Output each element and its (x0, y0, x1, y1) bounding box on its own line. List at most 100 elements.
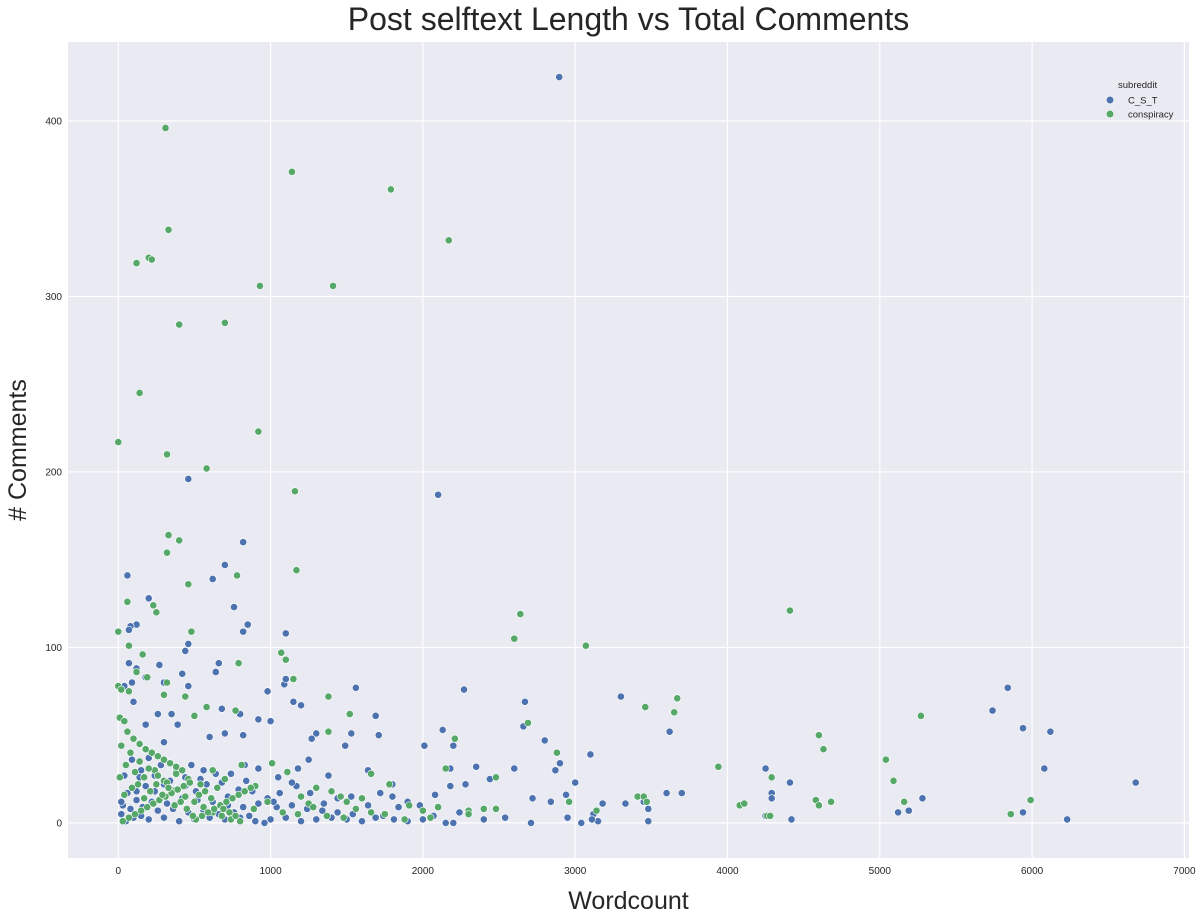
data-point (371, 813, 380, 822)
data-point (161, 124, 170, 132)
data-point (222, 797, 231, 806)
data-point (565, 797, 573, 806)
data-point (114, 627, 123, 636)
data-point (120, 790, 129, 799)
data-point (175, 320, 184, 329)
data-point (144, 764, 153, 773)
data-point (196, 780, 205, 789)
data-point (125, 813, 133, 822)
data-point (563, 813, 572, 822)
data-point (341, 741, 350, 750)
data-point (121, 761, 130, 769)
data-point (176, 797, 185, 806)
data-point (117, 810, 126, 819)
data-point (374, 731, 383, 740)
data-point (211, 668, 220, 676)
data-point (472, 762, 481, 771)
data-point (178, 669, 187, 678)
x-tick-label: 0 (115, 866, 121, 877)
data-point (231, 706, 240, 715)
x-tick-label: 4000 (716, 866, 739, 877)
data-point (208, 766, 217, 775)
data-point (220, 729, 229, 738)
data-point (281, 655, 290, 664)
data-point (336, 792, 345, 801)
data-point (201, 787, 209, 796)
data-point (132, 259, 141, 268)
data-point (556, 759, 564, 768)
data-point (662, 789, 671, 797)
data-point (220, 318, 229, 327)
data-point (135, 389, 144, 397)
data-point (164, 225, 173, 234)
data-point (347, 792, 356, 801)
data-point (155, 661, 164, 669)
data-point (153, 752, 162, 761)
data-point (371, 711, 380, 720)
data-point (327, 787, 336, 796)
data-point (213, 783, 222, 792)
data-point (163, 678, 171, 687)
data-point (195, 790, 203, 799)
data-point (388, 792, 397, 801)
data-point (588, 815, 596, 824)
data-point (562, 790, 570, 799)
data-point (390, 815, 398, 824)
data-point (231, 811, 240, 820)
data-point (185, 778, 194, 787)
data-point (149, 601, 158, 610)
data-point (144, 815, 153, 824)
data-point (172, 762, 181, 771)
data-point (140, 773, 149, 782)
data-point (128, 755, 136, 764)
data-point (220, 561, 229, 569)
data-point (367, 808, 375, 817)
data-point (1019, 808, 1027, 817)
data-point (641, 703, 650, 711)
x-axis-label: Wordcount (568, 887, 688, 915)
data-point (287, 801, 296, 810)
data-point (166, 759, 174, 768)
data-point (546, 797, 555, 806)
data-point (492, 773, 500, 782)
data-point (137, 806, 146, 815)
data-point (528, 794, 537, 803)
data-point (510, 634, 519, 643)
data-point (1019, 724, 1027, 733)
data-point (358, 817, 366, 826)
data-point (141, 745, 150, 754)
data-point (819, 745, 828, 754)
data-point (281, 675, 290, 683)
data-point (441, 819, 450, 827)
data-point (364, 801, 372, 810)
data-point (227, 769, 235, 778)
data-point (160, 738, 168, 747)
data-point (460, 685, 468, 694)
data-point (242, 776, 251, 785)
data-point (178, 766, 187, 775)
data-point (581, 641, 590, 650)
data-point (254, 764, 263, 773)
data-point (312, 815, 321, 824)
data-point (246, 783, 255, 792)
data-point (345, 710, 354, 719)
data-point (1063, 815, 1072, 824)
data-point (234, 790, 243, 799)
data-point (182, 804, 191, 813)
data-point (318, 806, 327, 815)
data-point (134, 780, 142, 789)
data-point (117, 797, 126, 806)
data-point (187, 627, 196, 636)
y-tick-label: 300 (45, 292, 62, 303)
data-point (152, 608, 161, 617)
data-point (904, 806, 913, 815)
data-point (175, 817, 184, 826)
data-point (1046, 727, 1055, 736)
data-point (351, 683, 360, 692)
data-point (153, 771, 162, 780)
data-point (149, 799, 158, 808)
data-point (444, 236, 453, 245)
data-point (141, 720, 150, 729)
data-point (249, 804, 258, 813)
data-point (319, 799, 328, 808)
